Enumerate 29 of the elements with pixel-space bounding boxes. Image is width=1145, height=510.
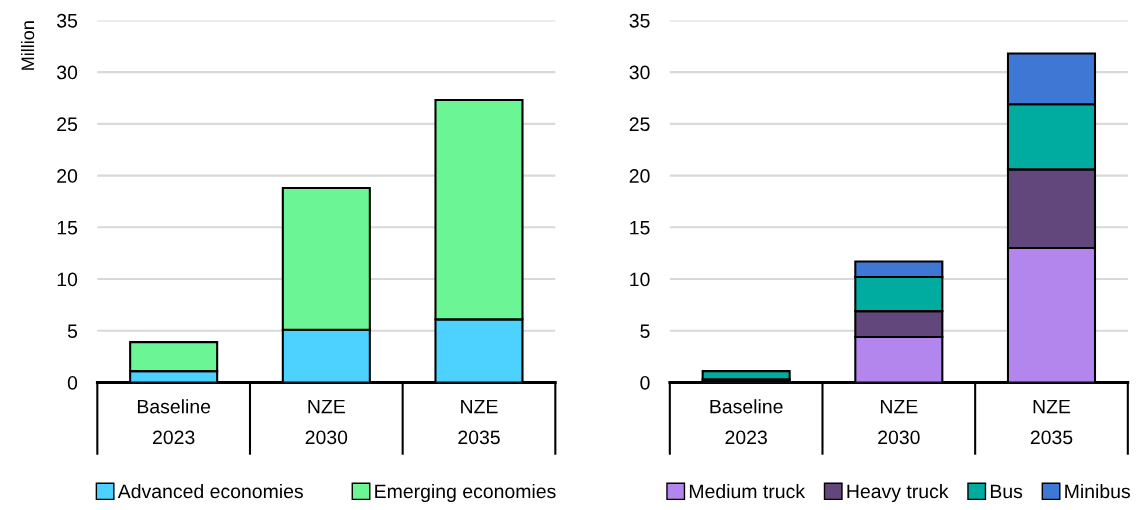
x-tick-label: Baseline 2023	[710, 399, 783, 445]
y-tick-label: 15	[57, 220, 78, 235]
y-axis-title: Million	[20, 21, 35, 70]
legend-label: Minibus	[1065, 483, 1130, 499]
y-tick-label: 35	[629, 13, 650, 28]
legend-label: Heavy truck	[847, 483, 949, 503]
legend-label: Advanced economies	[117, 483, 303, 499]
y-tick-label: 10	[57, 272, 78, 287]
y-tick-label: 0	[67, 375, 78, 390]
y-tick-label: 20	[629, 169, 650, 183]
x-tick-label: NZE 2035	[1030, 399, 1073, 445]
legend-label: Bus	[990, 484, 1023, 499]
y-tick-label: 0	[640, 375, 650, 390]
y-tick-label: 30	[629, 65, 650, 80]
x-tick-label: NZE 2030	[878, 399, 920, 445]
legend-label: Emerging economies	[375, 483, 556, 503]
x-tick-label: NZE 2035	[458, 399, 500, 445]
y-tick-label: 25	[629, 117, 650, 132]
y-tick-label: 15	[630, 220, 650, 235]
y-tick-label: 10	[630, 272, 650, 287]
legend-label: Medium truck	[689, 483, 806, 499]
y-tick-label: 20	[57, 169, 78, 183]
y-tick-label: 30	[57, 65, 78, 80]
y-tick-label: 5	[640, 324, 650, 339]
x-tick-label: Baseline 2023	[137, 399, 211, 445]
y-tick-label: 5	[67, 324, 78, 339]
x-tick-label: NZE 2030	[305, 399, 348, 445]
y-tick-label: 25	[57, 117, 78, 132]
y-tick-label: 35	[57, 13, 78, 28]
